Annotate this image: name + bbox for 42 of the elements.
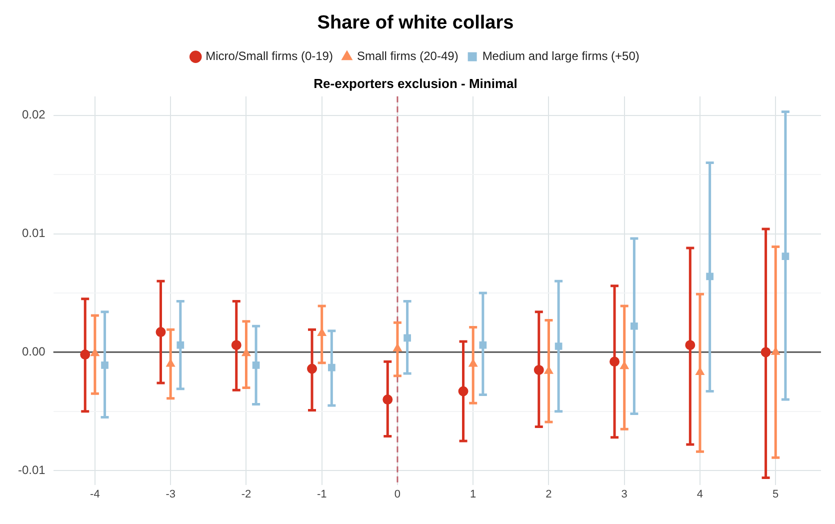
point [630,322,638,330]
point [307,364,318,374]
legend-label: Small firms (20-49) [356,49,458,64]
x-tick-label: -3 [166,488,176,500]
x-tick-label: 3 [621,488,628,500]
point [782,252,790,260]
y-tick-label: 0.02 [22,108,46,122]
x-tick-label: 4 [696,488,704,500]
x-tick-label: -1 [316,488,327,500]
point [685,340,696,350]
chart-title: Share of white collars [317,12,514,34]
point [468,359,478,367]
point [80,350,90,360]
point [771,347,780,355]
point [479,341,487,349]
y-tick-label: 0.00 [22,344,46,358]
point [101,362,108,369]
point [382,394,393,405]
chart-subtitle: Re-exporters exclusion - Minimal [314,76,518,92]
point [554,342,562,350]
x-tick-label: 2 [546,488,552,500]
point [706,272,714,280]
point [328,364,336,372]
point [458,386,468,396]
point [760,347,771,358]
x-tick-label: 1 [470,488,476,500]
x-tick-label: -4 [90,488,100,500]
y-tick-label: -0.01 [18,462,46,477]
point [252,362,260,369]
point [156,327,166,338]
x-tick-label: 0 [394,488,401,500]
x-tick-label: 5 [772,488,779,500]
point [231,340,242,350]
point [534,364,544,375]
point [404,334,411,342]
point [166,359,175,367]
legend-label: Medium and large firms (+50) [482,49,640,64]
legend-label: Micro/Small firms (0-19) [206,49,333,64]
y-tick-label: 0.01 [22,226,46,240]
point [610,356,620,367]
x-tick-label: -2 [241,488,252,500]
point [176,341,184,349]
